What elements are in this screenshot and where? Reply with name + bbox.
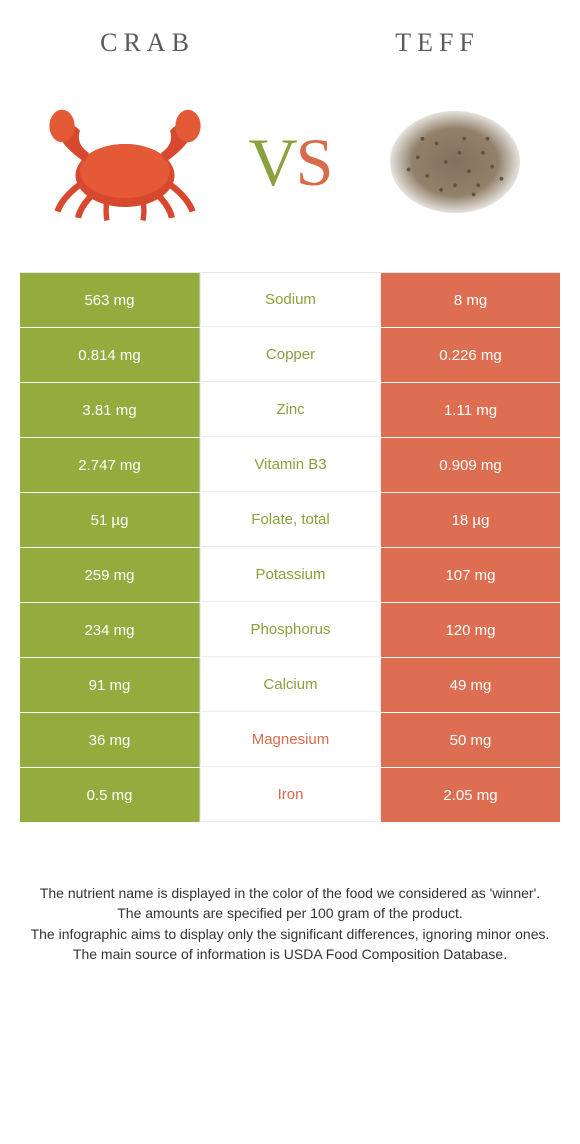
nutrient-name: Folate, total xyxy=(200,493,381,547)
title-right: TEFF xyxy=(395,28,480,58)
table-row: 234 mgPhosphorus120 mg xyxy=(20,603,560,658)
value-right: 107 mg xyxy=(381,548,560,602)
nutrient-name: Calcium xyxy=(200,658,381,712)
nutrient-name: Iron xyxy=(200,768,381,822)
table-row: 259 mgPotassium107 mg xyxy=(20,548,560,603)
footer-line-4: The main source of information is USDA F… xyxy=(24,944,556,964)
table-row: 0.814 mgCopper0.226 mg xyxy=(20,328,560,383)
header: CRAB TEFF xyxy=(0,0,580,72)
value-left: 3.81 mg xyxy=(20,383,200,437)
footer-line-1: The nutrient name is displayed in the co… xyxy=(24,883,556,903)
nutrient-name: Phosphorus xyxy=(200,603,381,657)
table-row: 51 µgFolate, total18 µg xyxy=(20,493,560,548)
nutrient-name: Zinc xyxy=(200,383,381,437)
table-row: 91 mgCalcium49 mg xyxy=(20,658,560,713)
value-left: 91 mg xyxy=(20,658,200,712)
teff-icon xyxy=(380,97,530,227)
title-left: CRAB xyxy=(100,28,195,58)
nutrient-table: 563 mgSodium8 mg0.814 mgCopper0.226 mg3.… xyxy=(20,272,560,823)
value-right: 2.05 mg xyxy=(381,768,560,822)
value-left: 259 mg xyxy=(20,548,200,602)
table-row: 0.5 mgIron2.05 mg xyxy=(20,768,560,823)
nutrient-name: Vitamin B3 xyxy=(200,438,381,492)
value-right: 0.226 mg xyxy=(381,328,560,382)
value-right: 0.909 mg xyxy=(381,438,560,492)
value-left: 0.814 mg xyxy=(20,328,200,382)
teff-image xyxy=(360,87,550,237)
value-left: 2.747 mg xyxy=(20,438,200,492)
nutrient-name: Copper xyxy=(200,328,381,382)
footer-line-2: The amounts are specified per 100 gram o… xyxy=(24,903,556,923)
table-row: 563 mgSodium8 mg xyxy=(20,273,560,328)
vs-row: VS xyxy=(0,72,580,272)
value-left: 234 mg xyxy=(20,603,200,657)
value-right: 49 mg xyxy=(381,658,560,712)
value-right: 8 mg xyxy=(381,273,560,327)
value-right: 1.11 mg xyxy=(381,383,560,437)
vs-s: S xyxy=(296,124,332,200)
vs-v: V xyxy=(249,124,296,200)
footer-notes: The nutrient name is displayed in the co… xyxy=(0,843,580,964)
table-row: 2.747 mgVitamin B30.909 mg xyxy=(20,438,560,493)
value-right: 50 mg xyxy=(381,713,560,767)
value-right: 18 µg xyxy=(381,493,560,547)
nutrient-name: Magnesium xyxy=(200,713,381,767)
footer-line-3: The infographic aims to display only the… xyxy=(24,924,556,944)
table-row: 36 mgMagnesium50 mg xyxy=(20,713,560,768)
value-right: 120 mg xyxy=(381,603,560,657)
crab-image xyxy=(30,87,220,237)
value-left: 36 mg xyxy=(20,713,200,767)
value-left: 51 µg xyxy=(20,493,200,547)
nutrient-name: Sodium xyxy=(200,273,381,327)
crab-icon xyxy=(35,97,215,227)
vs-label: VS xyxy=(249,123,332,202)
value-left: 563 mg xyxy=(20,273,200,327)
nutrient-name: Potassium xyxy=(200,548,381,602)
value-left: 0.5 mg xyxy=(20,768,200,822)
table-row: 3.81 mgZinc1.11 mg xyxy=(20,383,560,438)
